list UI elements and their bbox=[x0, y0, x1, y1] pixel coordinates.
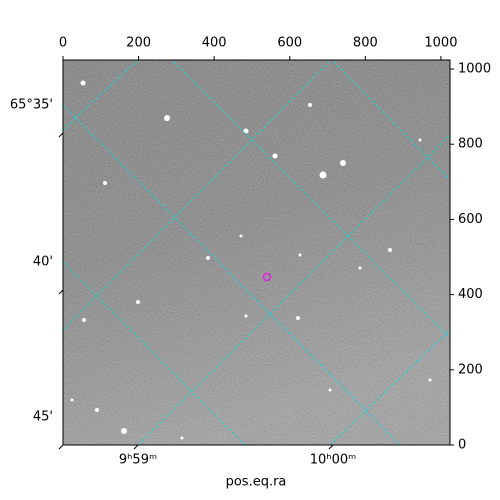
grid-line bbox=[63, 60, 139, 131]
ra-tick bbox=[328, 444, 334, 450]
x-label: pos.eq.ra bbox=[226, 475, 287, 490]
stars bbox=[70, 80, 432, 440]
dec-tick-label: 45' bbox=[33, 410, 53, 425]
dec-tick bbox=[58, 444, 64, 450]
dec-tick-label: 65°35' bbox=[10, 98, 53, 113]
image bbox=[63, 60, 450, 445]
grid-line bbox=[137, 134, 450, 445]
frame bbox=[62, 59, 451, 446]
x-tick-label: 800 bbox=[353, 36, 378, 51]
y-tick-label: 200 bbox=[458, 362, 483, 377]
grid-line bbox=[329, 329, 450, 445]
grid-line bbox=[63, 60, 332, 331]
grid-line bbox=[171, 60, 450, 339]
y-tick-label: 0 bbox=[458, 438, 466, 453]
x-tick-label: 600 bbox=[277, 36, 302, 51]
y-tick-label: 600 bbox=[458, 212, 483, 227]
x-tick-label: 1000 bbox=[424, 36, 457, 51]
ra-tick-label: 10ʰ00ᵐ bbox=[310, 453, 356, 468]
y-tick-label: 1000 bbox=[458, 62, 491, 77]
dec-tick bbox=[58, 132, 64, 138]
x-tick-label: 0 bbox=[59, 36, 67, 51]
x-tick-label: 200 bbox=[126, 36, 151, 51]
marker bbox=[262, 272, 272, 282]
y-tick-label: 800 bbox=[458, 137, 483, 152]
ra-tick bbox=[133, 444, 139, 450]
y-tick-label: 400 bbox=[458, 287, 483, 302]
world-grid bbox=[63, 60, 450, 445]
dec-tick bbox=[58, 289, 64, 295]
dec-tick-label: 40' bbox=[33, 255, 53, 270]
grid-line bbox=[63, 261, 246, 445]
ra-tick-label: 9ʰ59ᵐ bbox=[119, 453, 157, 468]
x-tick-label: 400 bbox=[202, 36, 227, 51]
grid-line bbox=[331, 60, 450, 181]
